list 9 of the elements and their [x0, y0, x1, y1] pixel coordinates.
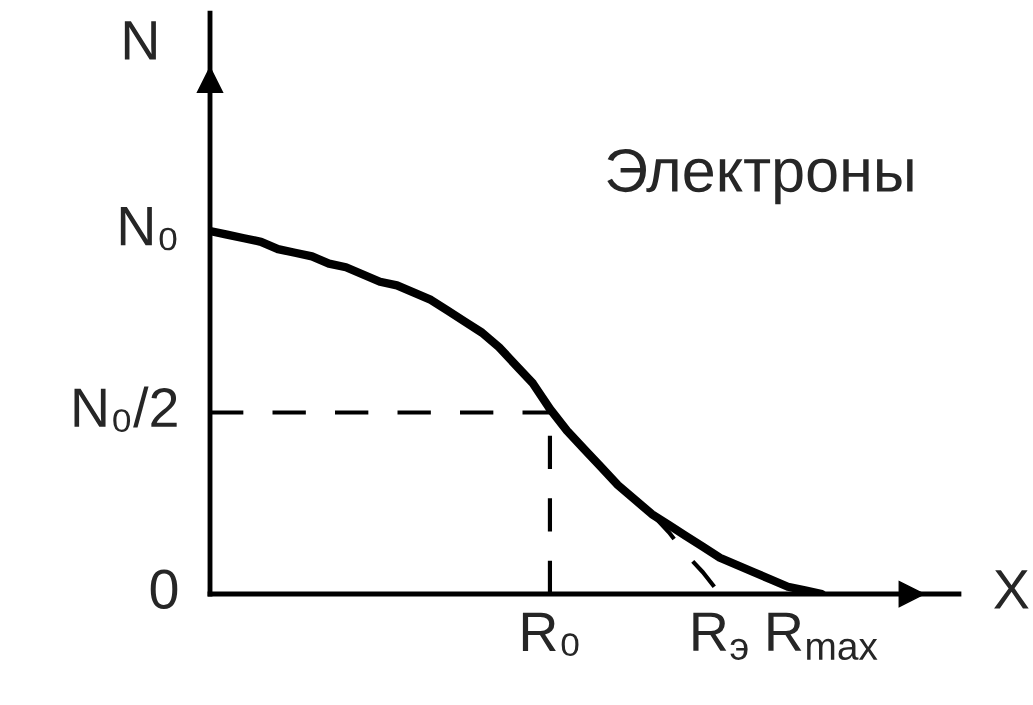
text: 0	[150, 569, 178, 609]
text: N₀	[120, 207, 177, 251]
x-tick-label: R$_{max}$	[768, 612, 878, 661]
text: Электроны	[607, 148, 913, 205]
x-axis-title: X	[994, 570, 1029, 609]
x-tick-label: R₀	[522, 612, 579, 656]
x-tick-label: R$_{э}$	[693, 612, 748, 661]
y-axis-title: N	[124, 21, 156, 60]
ref-line-label: N₀/2	[74, 386, 177, 432]
